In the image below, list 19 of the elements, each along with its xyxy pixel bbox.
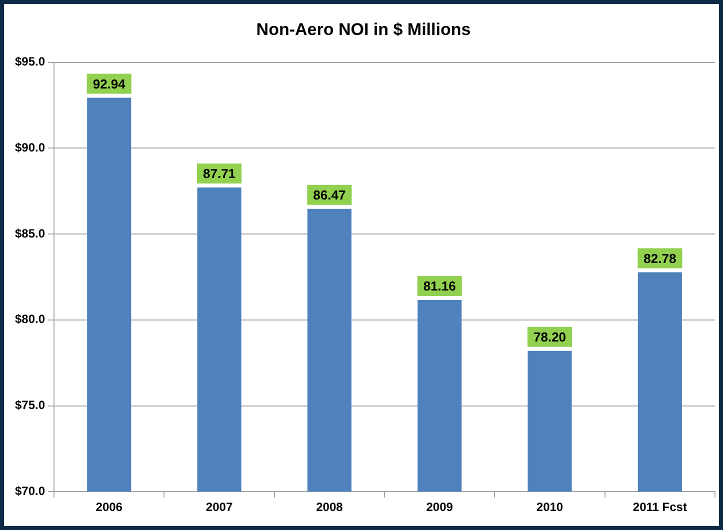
x-tick-label: 2010 — [536, 500, 564, 514]
data-label: 86.47 — [313, 187, 346, 202]
y-tick-label: $95.0 — [15, 54, 46, 69]
y-tick-label: $70.0 — [15, 484, 46, 498]
y-tick-label: $85.0 — [15, 226, 46, 240]
x-tick-label: 2009 — [426, 500, 454, 514]
x-tick-label: 2007 — [206, 500, 233, 514]
y-tick-label: $80.0 — [15, 312, 46, 326]
y-tick-label: $90.0 — [15, 140, 46, 155]
data-label: 78.20 — [533, 329, 566, 344]
x-tick-label: 2008 — [316, 500, 344, 514]
y-tick-label: $75.0 — [15, 398, 46, 412]
data-label: 81.16 — [423, 278, 456, 294]
x-tick-label: 2006 — [96, 500, 123, 514]
data-label: 82.78 — [644, 250, 676, 266]
x-tick-label: 2011 Fcst — [632, 500, 687, 514]
chart-title: Non-Aero NOI in $ Millions — [256, 20, 471, 39]
data-label: 87.71 — [203, 166, 236, 182]
data-label: 92.94 — [92, 76, 126, 92]
